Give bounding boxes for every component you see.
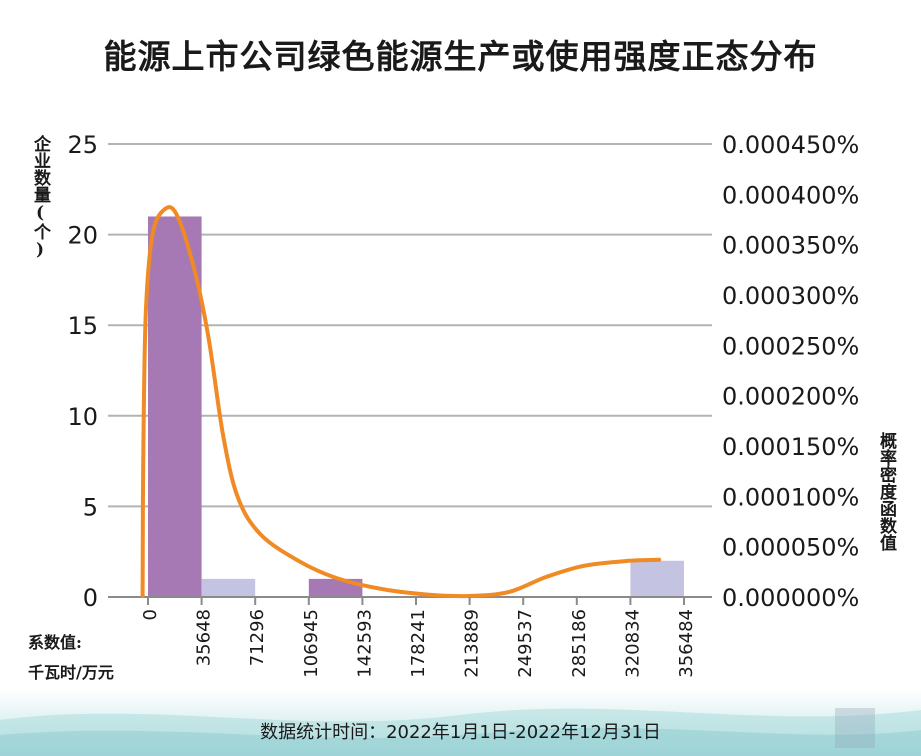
density-curve-layer [140,205,662,599]
x-axis-ticks: 0 35648 71296 106945 142593 178241 213889 24953… [140,597,697,678]
y2-tick-label: 0.000300% [722,282,859,310]
x-tick-label: 213889 [462,609,483,678]
x-tick-label: 0 [140,609,161,620]
x-tick-label: 142593 [354,609,375,678]
y-tick-label: 0 [83,584,98,612]
y2-tick-label: 0.000400% [722,181,859,209]
y2-tick-label: 0.000450% [722,131,859,159]
y-tick-label: 10 [67,403,98,431]
y-axis-right-label: 概率密度函数值 [876,432,896,551]
y2-tick-label: 0.000250% [722,332,859,360]
x-unit-line-1: 系数值: [28,633,82,652]
x-tick-label: 35648 [194,609,215,666]
y2-tick-label: 0.000100% [722,483,859,511]
y-tick-label: 25 [67,131,98,159]
y-tick-label: 5 [83,493,98,521]
histogram-bar [148,216,202,598]
histogram-bar [630,560,684,597]
chart-title: 能源上市公司绿色能源生产或使用强度正态分布 [103,37,818,76]
chart-plot: 0 5 10 15 20 25 0.000000% 0.000050% 0.000100% 0.0… [67,131,859,678]
x-tick-label: 249537 [515,609,536,678]
y-axis-ticks: 0 5 10 15 20 25 0.000000% 0.000050% 0.000100% 0.0… [67,131,859,612]
x-tick-label: 71296 [247,609,268,666]
density-curve [140,205,662,599]
x-tick-label: 178241 [408,609,429,678]
x-axis-unit-label: 系数值: 千瓦时/万元 [28,628,178,688]
x-unit-line-2: 千瓦时/万元 [28,663,114,682]
y2-tick-label: 0.000350% [722,232,859,260]
y-tick-label: 15 [67,312,98,340]
y2-tick-label: 0.000150% [722,433,859,461]
histogram-bar [201,578,256,597]
gridlines [108,143,712,508]
y2-tick-label: 0.000000% [722,584,859,612]
x-tick-label: 320834 [622,609,643,678]
y2-tick-label: 0.000200% [722,383,859,411]
footer-date-range: 数据统计时间：2022年1月1日-2022年12月31日 [260,722,661,743]
x-tick-label: 285186 [569,609,590,678]
y2-tick-label: 0.000050% [722,534,859,562]
footer-banner [0,690,921,756]
y-axis-left-label: 企业数量(个) [30,135,50,260]
x-tick-label: 356484 [676,609,697,678]
x-tick-label: 106945 [301,609,322,678]
y-tick-label: 20 [67,222,98,250]
footer-wave-decoration [0,708,921,756]
histogram-bars [148,216,684,598]
